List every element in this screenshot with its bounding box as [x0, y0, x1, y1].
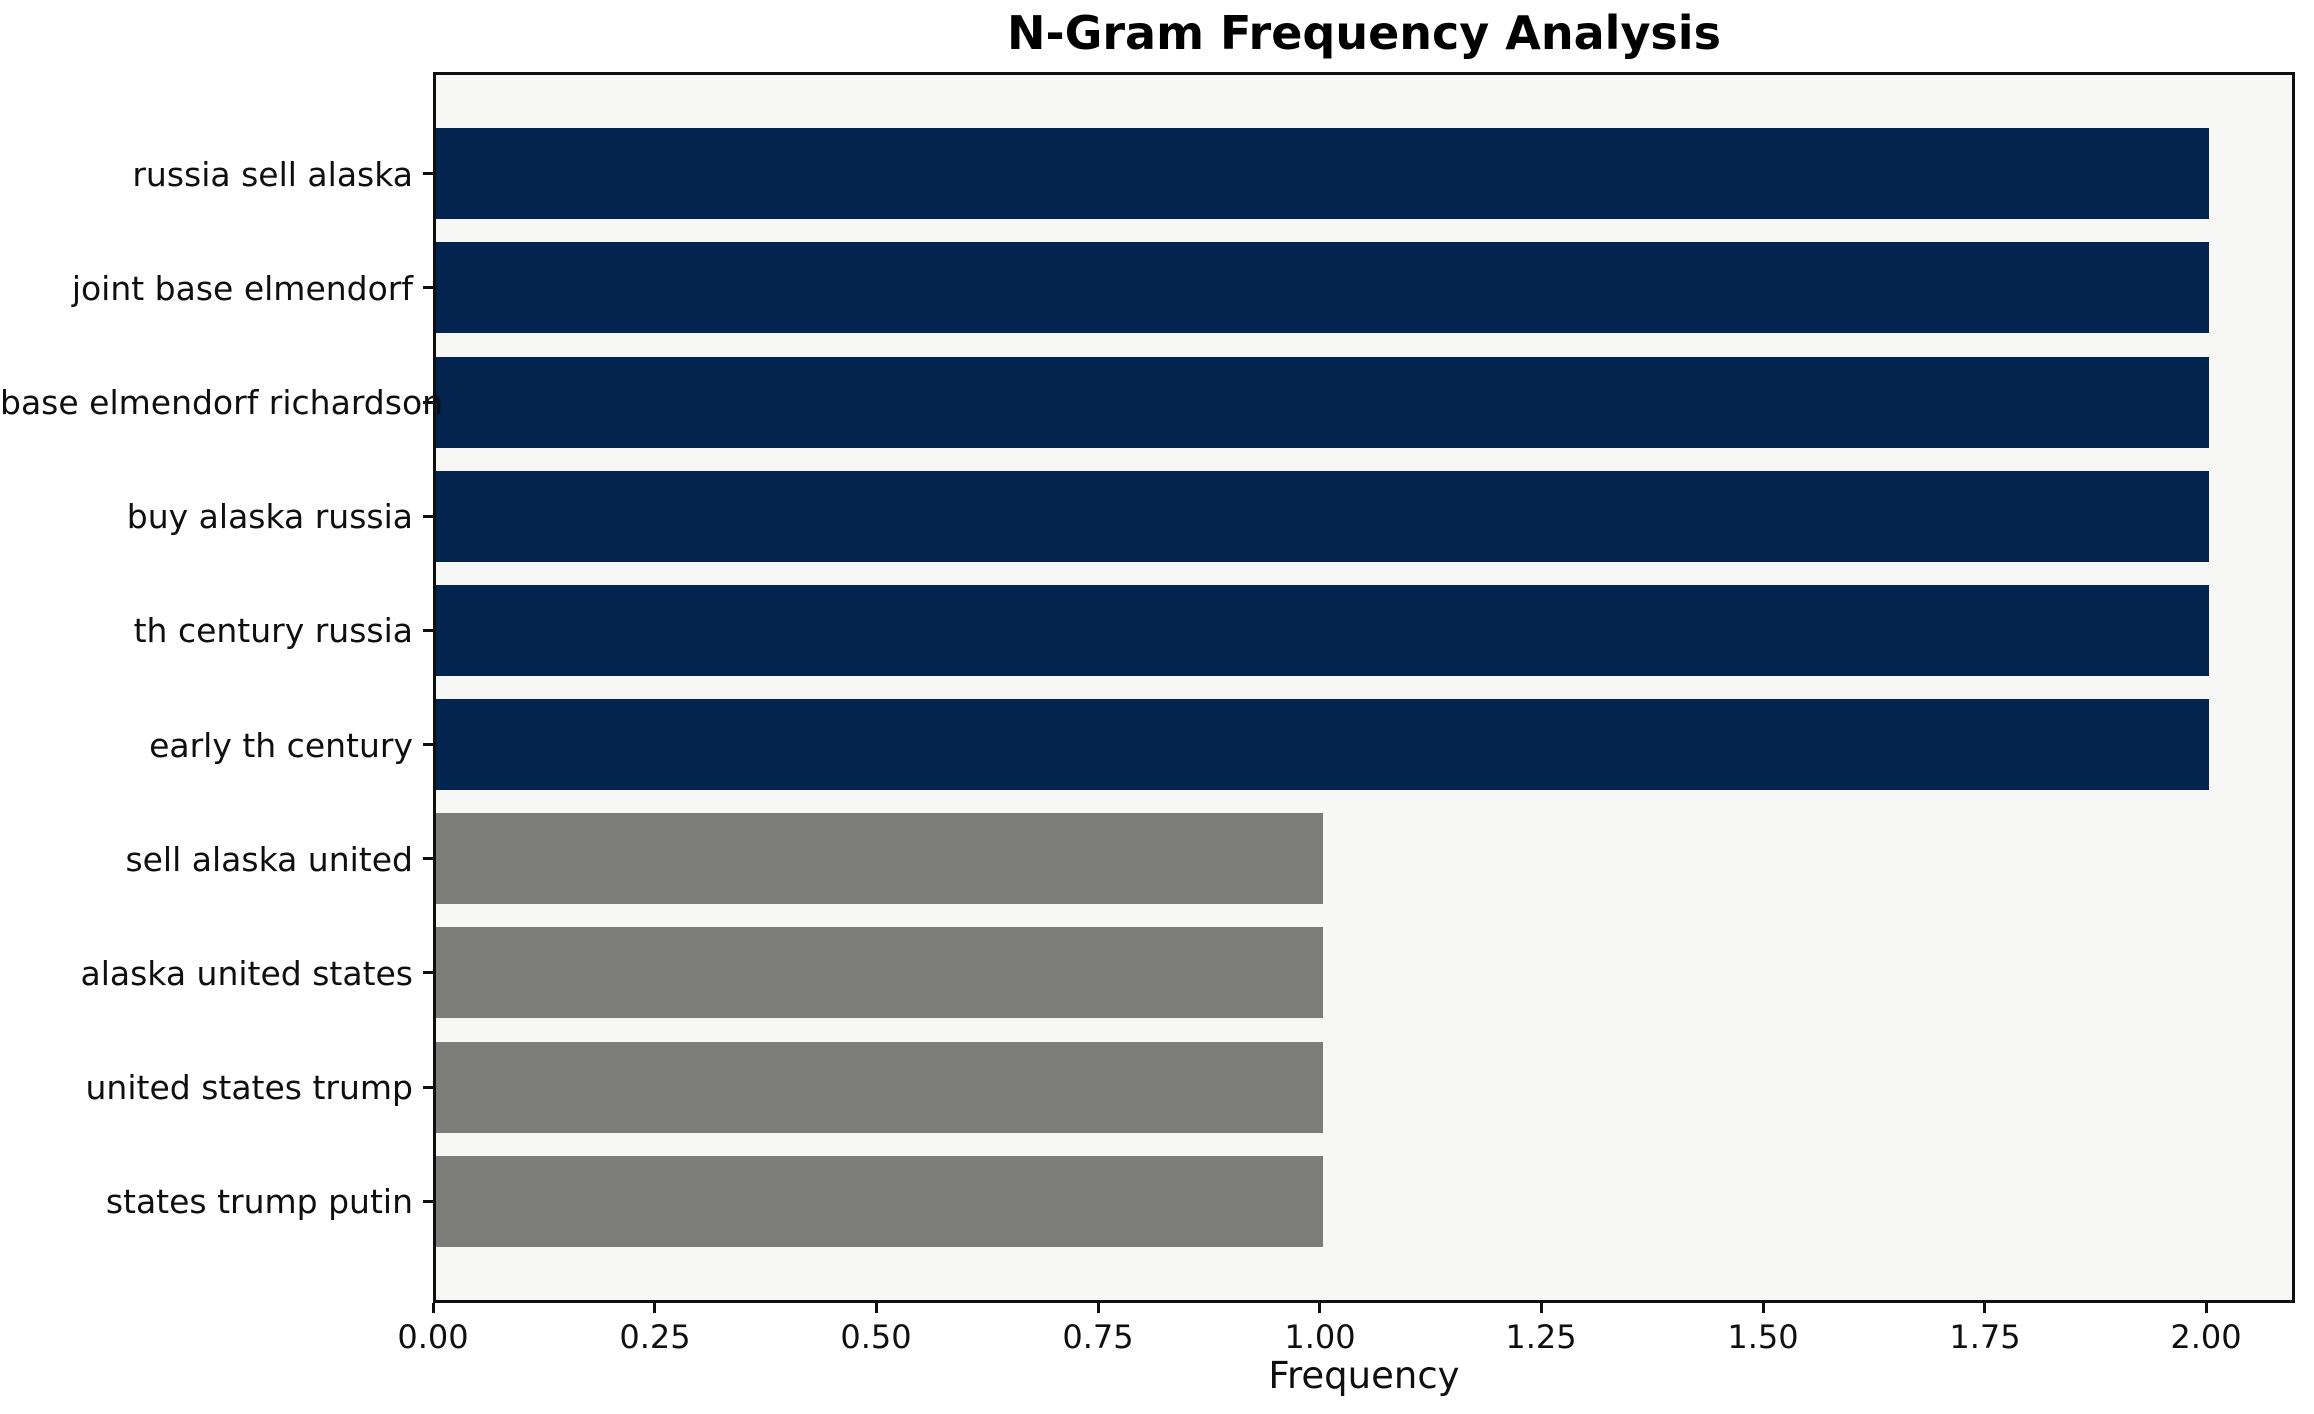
x-tick-mark [653, 1303, 656, 1313]
bar [436, 927, 1323, 1018]
x-tick-label: 1.75 [1949, 1318, 2021, 1356]
bar [436, 699, 2209, 790]
y-tick-label: base elmendorf richardson [0, 383, 444, 422]
y-tick-mark [423, 1086, 433, 1089]
x-tick-label: 1.50 [1727, 1318, 1799, 1356]
x-tick-mark [1983, 1303, 1986, 1313]
y-tick-mark [423, 629, 433, 632]
chart-title: N-Gram Frequency Analysis [1007, 6, 1721, 60]
x-tick-mark [1318, 1303, 1321, 1313]
y-tick-label: early th century [149, 726, 413, 765]
x-tick-label: 0.50 [840, 1318, 912, 1356]
y-tick-mark [423, 971, 433, 974]
x-tick-mark [1097, 1303, 1100, 1313]
y-tick-label: alaska united states [80, 954, 413, 993]
bar [436, 813, 1323, 904]
bar [436, 585, 2209, 676]
y-tick-label: states trump putin [105, 1182, 413, 1221]
x-tick-label: 0.75 [1062, 1318, 1134, 1356]
y-tick-label: joint base elmendorf [71, 269, 413, 308]
y-tick-label: buy alaska russia [126, 497, 413, 536]
bar [436, 1156, 1323, 1247]
x-tick-label: 0.25 [619, 1318, 691, 1356]
bar [436, 128, 2209, 219]
y-tick-mark [423, 857, 433, 860]
x-tick-mark [2205, 1303, 2208, 1313]
bar [436, 1042, 1323, 1133]
bar [436, 471, 2209, 562]
bar [436, 242, 2209, 333]
y-tick-mark [423, 401, 433, 404]
x-tick-mark [1762, 1303, 1765, 1313]
x-tick-label: 0.00 [397, 1318, 469, 1356]
y-tick-label: sell alaska united [125, 840, 413, 879]
y-tick-mark [423, 1200, 433, 1203]
y-tick-mark [423, 743, 433, 746]
x-tick-label: 1.00 [1284, 1318, 1356, 1356]
y-tick-label: russia sell alaska [132, 155, 413, 194]
x-tick-mark [875, 1303, 878, 1313]
x-axis-label: Frequency [1268, 1354, 1460, 1397]
x-tick-mark [432, 1303, 435, 1313]
y-tick-label: united states trump [85, 1068, 413, 1107]
bar [436, 357, 2209, 448]
y-tick-mark [423, 172, 433, 175]
y-tick-mark [423, 515, 433, 518]
y-tick-label: th century russia [133, 611, 413, 650]
x-tick-label: 2.00 [2170, 1318, 2242, 1356]
x-tick-label: 1.25 [1505, 1318, 1577, 1356]
x-tick-mark [1540, 1303, 1543, 1313]
y-tick-mark [423, 286, 433, 289]
